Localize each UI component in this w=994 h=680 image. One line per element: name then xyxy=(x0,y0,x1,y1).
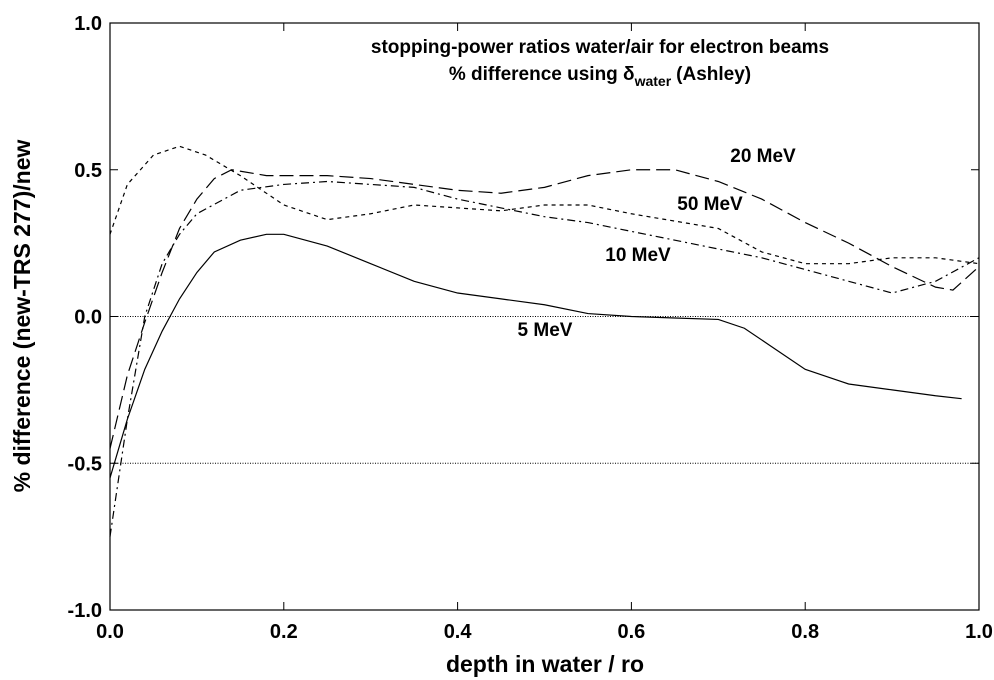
y-axis-label: % difference (new-TRS 277)/new xyxy=(9,140,35,493)
series-label: 5 MeV xyxy=(518,320,573,341)
series-line xyxy=(109,233,962,479)
y-tick-label: 1.0 xyxy=(74,13,102,35)
series-line xyxy=(109,180,980,537)
x-tick-label: 0.4 xyxy=(444,621,473,643)
y-tick-label: 0.5 xyxy=(74,160,102,182)
subtitle-part: (Ashley) xyxy=(676,64,751,85)
x-tick-label: 1.0 xyxy=(965,621,993,643)
x-tick-label: 0.0 xyxy=(96,621,124,643)
x-tick-label: 0.8 xyxy=(791,621,819,643)
x-tick-label: 0.6 xyxy=(617,621,645,643)
subtitle-part: % difference using δ xyxy=(449,64,635,85)
y-tick-label: -0.5 xyxy=(68,453,102,475)
series-line xyxy=(109,145,980,265)
subtitle-subscript: water xyxy=(634,73,672,89)
y-tick-label: 0.0 xyxy=(74,307,102,329)
chart-subtitle: % difference using δwater (Ashley) xyxy=(449,64,751,89)
y-tick-label: -1.0 xyxy=(68,600,102,622)
series-line xyxy=(109,169,980,449)
chart-title: stopping-power ratios water/air for elec… xyxy=(371,37,829,58)
series-label: 50 MeV xyxy=(677,194,743,215)
x-tick-label: 0.2 xyxy=(270,621,298,643)
x-axis-label: depth in water / ro xyxy=(446,651,644,677)
series-label: 10 MeV xyxy=(605,245,671,266)
series-label: 20 MeV xyxy=(730,146,796,167)
